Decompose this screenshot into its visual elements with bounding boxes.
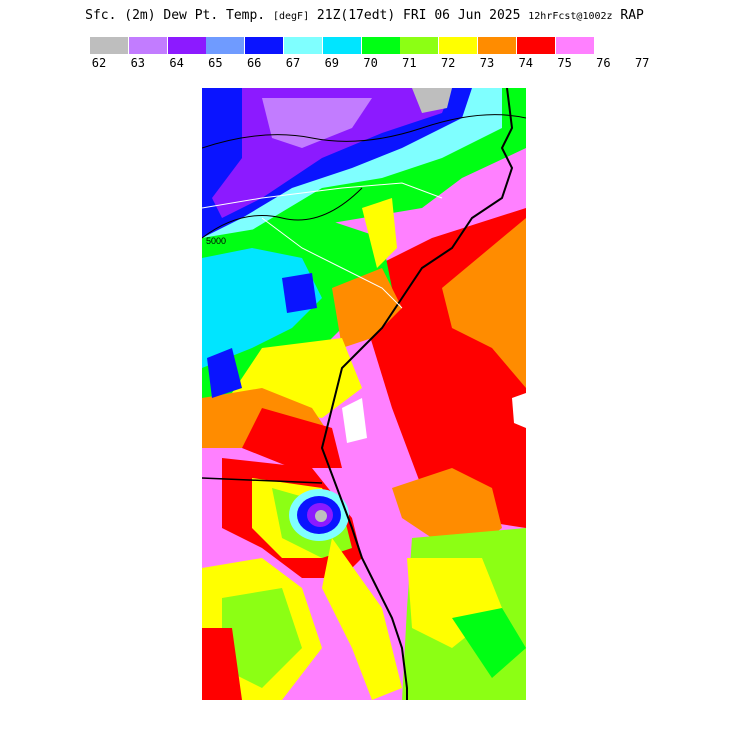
terrain-contour-2 bbox=[202, 187, 363, 239]
legend-label: 62 bbox=[91, 56, 107, 70]
field-fill-71-fl-south bbox=[222, 588, 302, 688]
legend-swatch bbox=[478, 37, 516, 54]
legend-label: 67 bbox=[285, 56, 301, 70]
field-fill-77-2 bbox=[512, 393, 526, 428]
legend-swatch bbox=[284, 37, 322, 54]
legend-swatch bbox=[322, 37, 361, 54]
legend-label: 76 bbox=[596, 56, 611, 70]
title-date: FRI 06 Jun 2025 bbox=[403, 8, 521, 23]
legend-label: 69 bbox=[324, 56, 340, 70]
legend-swatch bbox=[400, 37, 439, 54]
legend-label: 72 bbox=[440, 56, 456, 70]
field-fill-73-interior bbox=[332, 268, 402, 348]
legend-label: 74 bbox=[518, 56, 534, 70]
legend-swatch bbox=[439, 37, 478, 54]
legend-label: 73 bbox=[479, 56, 495, 70]
dewpoint-map: 5000 bbox=[202, 88, 526, 700]
title-valid-time: 21Z(17edt) bbox=[316, 8, 396, 23]
legend-label: 66 bbox=[246, 56, 262, 70]
legend-swatch bbox=[361, 37, 400, 54]
legend-swatch bbox=[555, 37, 594, 54]
legend-label: 65 bbox=[208, 56, 223, 70]
dewpoint-field: 5000 bbox=[202, 88, 526, 700]
title-units: [degF] bbox=[272, 11, 310, 22]
map-title: Sfc. (2m) Dew Pt. Temp. [degF] 21Z(17edt… bbox=[0, 8, 729, 23]
field-fill-62-north bbox=[412, 88, 452, 113]
field-fill-70-ocean bbox=[452, 608, 526, 678]
field-fill-74-fl-south bbox=[202, 628, 242, 700]
legend-swatch bbox=[206, 37, 245, 54]
legend-swatch bbox=[245, 37, 284, 54]
state-border-white bbox=[202, 182, 443, 209]
legend-label: 70 bbox=[363, 56, 378, 70]
field-fill-74-interior bbox=[242, 408, 342, 468]
state-border-white-2 bbox=[261, 217, 403, 309]
coastline bbox=[320, 88, 514, 700]
field-fill-77 bbox=[342, 398, 367, 443]
field-fill-62-fl bbox=[315, 510, 327, 522]
field-fill-73-ocean bbox=[442, 218, 526, 388]
field-fill-66-blob bbox=[207, 348, 242, 398]
legend-label: 63 bbox=[130, 56, 146, 70]
title-model: RAP bbox=[620, 8, 644, 23]
legend-label: 77 bbox=[634, 56, 650, 70]
legend-swatch bbox=[516, 37, 555, 54]
title-forecast-info: 12hrFcst@1002z bbox=[528, 11, 613, 22]
legend-label: 64 bbox=[169, 56, 184, 70]
color-legend: 62 63 64 65 66 67 69 70 71 72 73 74 75 76 77 bbox=[90, 37, 690, 93]
legend-swatch bbox=[167, 37, 206, 54]
field-fill-66-blob-2 bbox=[282, 273, 317, 313]
contour-label: 5000 bbox=[206, 236, 226, 246]
field-fill-72-fl-east bbox=[322, 538, 402, 700]
state-border bbox=[202, 477, 323, 484]
title-main: Sfc. (2m) Dew Pt. Temp. bbox=[85, 8, 266, 23]
legend-label: 71 bbox=[402, 56, 417, 70]
terrain-contour bbox=[202, 114, 526, 149]
field-fill-72-interior bbox=[362, 198, 397, 268]
legend-swatch bbox=[128, 37, 167, 54]
legend-swatch bbox=[90, 37, 128, 54]
legend-label: 75 bbox=[557, 56, 572, 70]
